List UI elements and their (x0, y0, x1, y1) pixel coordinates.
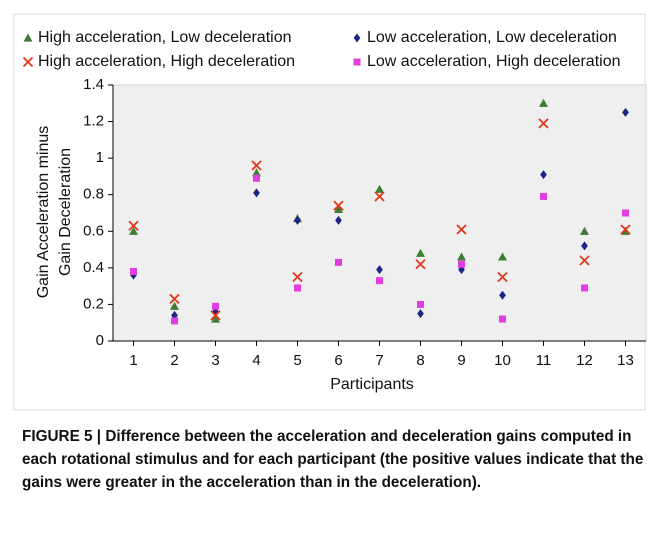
point (538, 118, 549, 129)
x-tick-label: 12 (576, 352, 593, 369)
point (210, 310, 221, 321)
point (415, 259, 426, 270)
x-tick-label: 4 (252, 352, 260, 369)
point (580, 226, 589, 235)
point (294, 215, 301, 225)
point (417, 309, 424, 319)
legend-label: Low acceleration, Low deceleration (367, 29, 617, 46)
point (497, 271, 508, 283)
point (622, 209, 629, 217)
point (539, 98, 548, 107)
point (498, 252, 507, 261)
point (292, 271, 303, 283)
point (376, 277, 383, 285)
x-tick-label: 7 (375, 352, 383, 369)
legend-label: High acceleration, High deceleration (38, 53, 295, 70)
x-tick-label: 2 (170, 352, 178, 369)
point (499, 290, 506, 300)
point (252, 168, 261, 177)
point (458, 260, 465, 268)
point (540, 193, 547, 201)
y-tick-label: 0.8 (83, 186, 104, 203)
x-tick-label: 6 (334, 352, 342, 369)
y-tick-label: 1 (96, 149, 104, 166)
point (171, 317, 178, 325)
x-tick-label: 10 (494, 352, 511, 369)
chart: Participants Gain Acceleration minus Gai… (13, 13, 647, 411)
point (376, 265, 383, 275)
x-axis-label: Participants (330, 376, 414, 393)
y-tick-label: 1.2 (83, 113, 104, 130)
legend-label: High acceleration, Low deceleration (38, 29, 291, 46)
y-axis-label: Gain Deceleration (57, 148, 74, 276)
point (540, 170, 547, 180)
point (416, 248, 425, 257)
x-tick-label: 13 (617, 352, 634, 369)
x-tick-label: 8 (416, 352, 424, 369)
point (335, 215, 342, 225)
y-axis-label: Gain Acceleration minus (35, 126, 52, 299)
point (622, 107, 629, 117)
point (579, 255, 590, 266)
legend-label: Low acceleration, High deceleration (367, 53, 620, 70)
point (169, 293, 180, 305)
point (581, 284, 588, 292)
point (417, 300, 424, 308)
point (456, 224, 467, 235)
point (457, 252, 466, 261)
x-tick-label: 5 (293, 352, 301, 369)
point (375, 184, 384, 193)
y-tick-label: 0.2 (83, 295, 104, 312)
point (253, 174, 260, 182)
point (130, 268, 137, 276)
caption: FIGURE 5 | Difference between the accele… (22, 428, 644, 491)
point (253, 188, 260, 198)
point (294, 284, 301, 292)
y-tick-label: 1.4 (83, 76, 104, 93)
point (499, 315, 506, 323)
legend-marker (353, 58, 361, 66)
x-tick-label: 3 (211, 352, 219, 369)
x-tick-label: 1 (129, 352, 137, 369)
point (170, 301, 179, 310)
legend-marker (22, 56, 34, 68)
y-tick-label: 0.4 (83, 259, 104, 276)
point (333, 200, 344, 211)
point (581, 241, 588, 251)
point (374, 191, 385, 202)
point (251, 160, 262, 171)
legend-marker (23, 33, 33, 42)
point (334, 204, 343, 213)
point (211, 314, 220, 323)
x-tick-label: 11 (536, 352, 552, 369)
plot-area (112, 84, 647, 342)
legend-marker (353, 33, 361, 43)
point (129, 226, 138, 235)
x-tick-label: 9 (457, 352, 465, 369)
point (128, 220, 139, 231)
point (620, 224, 631, 235)
y-tick-label: 0.6 (83, 222, 104, 239)
y-tick-label: 0 (96, 332, 104, 349)
point (335, 258, 342, 266)
point (212, 302, 219, 310)
